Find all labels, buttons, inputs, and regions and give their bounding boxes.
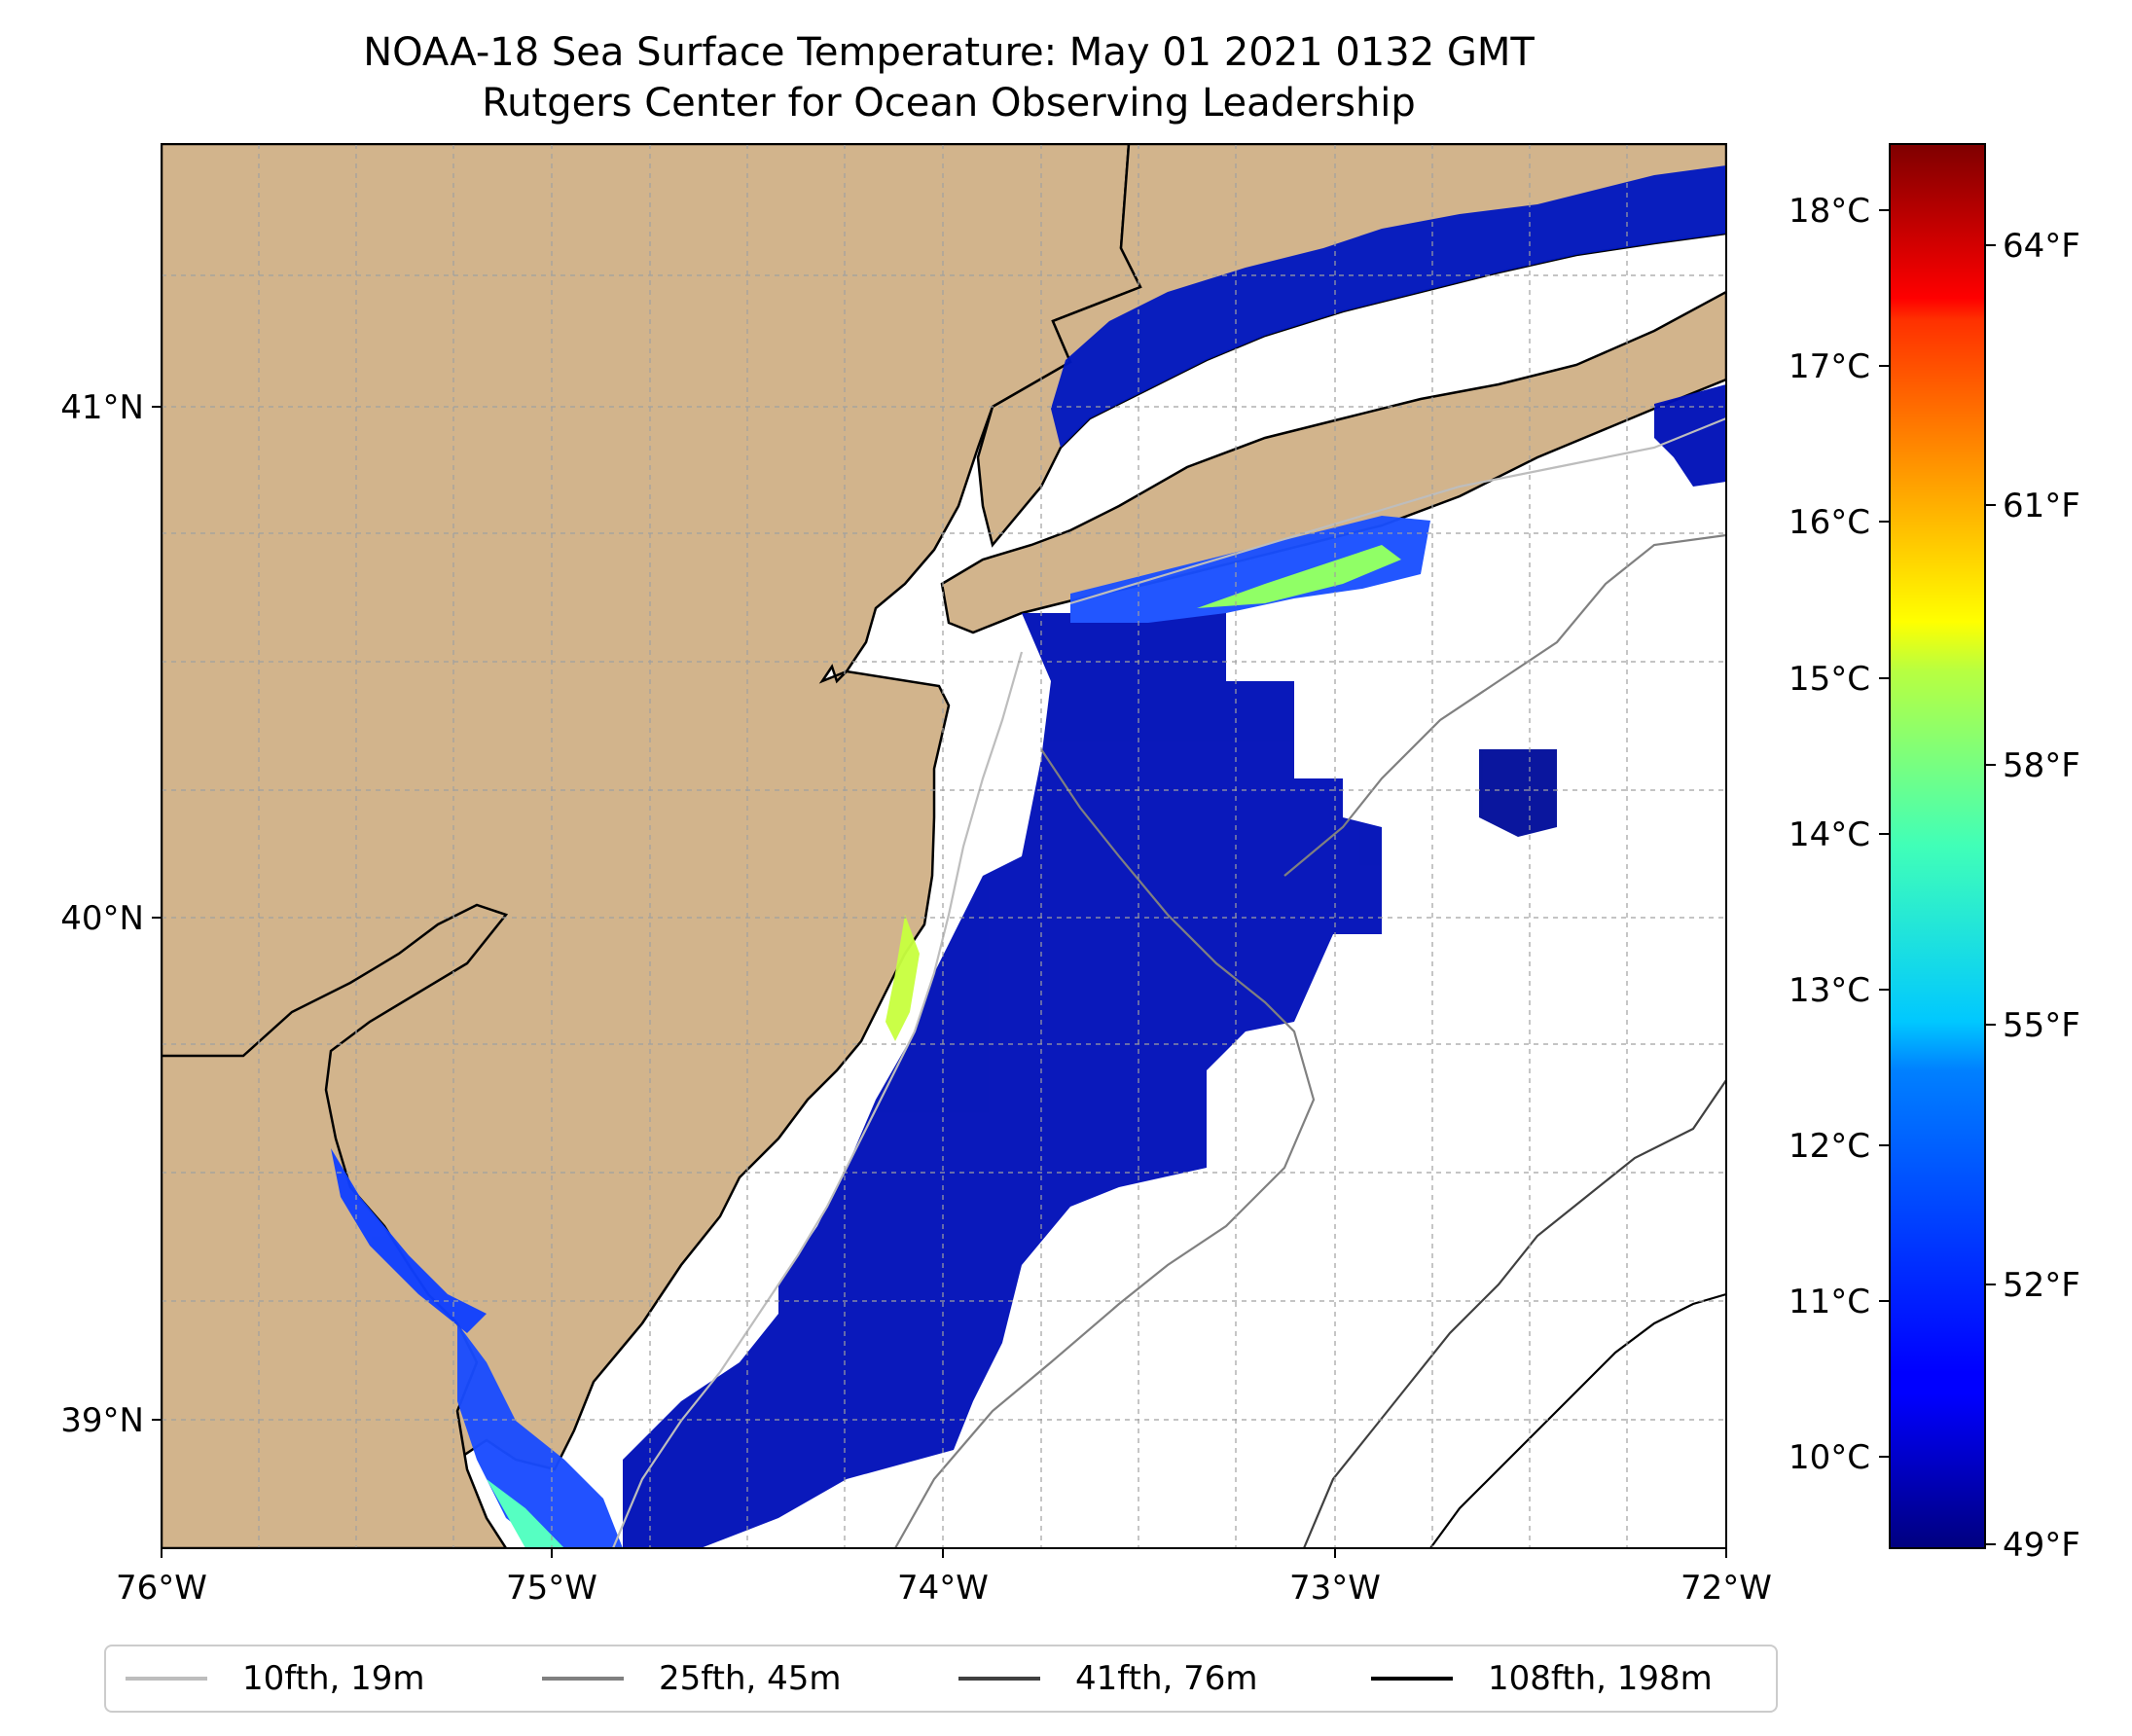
isobath-198m [1429,1292,1726,1548]
celsius-tick: 10°C [1789,1438,1870,1477]
fahrenheit-tick: 64°F [2003,227,2080,266]
fahrenheit-tick: 55°F [2003,1006,2080,1045]
celsius-tick: 15°C [1789,660,1870,699]
legend-entry-45m: 25fth, 45m [542,1646,842,1711]
legend-entry-76m: 41fth, 76m [958,1646,1258,1711]
sst-patch-north-shore [1051,165,1726,448]
map-title: NOAA-18 Sea Surface Temperature: May 01 … [363,30,1535,75]
legend-line-swatch [542,1677,624,1681]
colorbar [1889,143,1986,1549]
legend-label: 108fth, 198m [1488,1659,1713,1698]
celsius-tick: 11°C [1789,1283,1870,1321]
fahrenheit-tick: 52°F [2003,1266,2080,1305]
fahrenheit-axis: 64°F 61°F 58°F 55°F 52°F 49°F [1985,227,2080,1565]
lat-tick-label: 40°N [60,899,144,938]
isobath-45m [894,533,1726,1548]
fahrenheit-tick: 58°F [2003,746,2080,785]
legend-line-swatch [958,1677,1040,1681]
legend-label: 41fth, 76m [1075,1659,1258,1698]
sst-patch-east-li [1654,384,1726,487]
celsius-tick: 14°C [1789,815,1870,854]
legend-line-swatch [126,1677,207,1681]
land-delaware [162,903,509,1548]
map-body [162,144,1726,1548]
celsius-tick: 13°C [1789,971,1870,1010]
map-subtitle: Rutgers Center for Ocean Observing Leade… [482,81,1416,126]
legend-entry-19m: 10fth, 19m [126,1646,425,1711]
sst-patch-warm-shore [1197,545,1401,608]
lon-tick-label: 76°W [116,1569,207,1608]
lon-tick-label: 72°W [1680,1569,1772,1608]
celsius-tick: 18°C [1789,192,1870,231]
isobath-19m [611,416,1726,1548]
sst-patch-south-shore [1070,516,1430,623]
isobath-contours [611,416,1726,1548]
lat-tick-label: 39°N [60,1401,144,1440]
lon-tick-label: 73°W [1289,1569,1381,1608]
celsius-tick: 17°C [1789,347,1870,386]
map-gridlines [162,144,1726,1548]
lon-axis: 76°W 75°W 74°W 73°W 72°W [116,1548,1772,1608]
fahrenheit-tick: 61°F [2003,487,2080,525]
legend-entry-198m: 108fth, 198m [1371,1646,1713,1711]
sst-patch-nj-coast-warm [885,915,920,1041]
sst-patch-bay-coast [331,1148,487,1333]
lon-tick-label: 74°W [897,1569,989,1608]
celsius-axis: 18°C 17°C 16°C 15°C 14°C 13°C 12°C 11°C … [1789,192,1890,1477]
sst-patch-warm-delaware [487,1479,564,1548]
lat-tick-label: 41°N [60,388,144,427]
legend-line-swatch [1371,1677,1453,1681]
celsius-tick: 16°C [1789,503,1870,542]
sst-data-layer [331,165,1726,1548]
legend-label: 10fth, 19m [242,1659,425,1698]
lon-tick-label: 75°W [506,1569,597,1608]
sst-patch-mid-shelf [1479,749,1557,837]
celsius-tick: 12°C [1789,1127,1870,1166]
lat-axis: 41°N 40°N 39°N [60,388,162,1440]
isobath-legend: 10fth, 19m 25fth, 45m 41fth, 76m 108fth,… [104,1645,1778,1713]
fahrenheit-tick: 49°F [2003,1526,2080,1565]
sst-patch-offshore-nj [623,613,1382,1548]
isobath-76m [1302,1079,1726,1548]
legend-label: 25fth, 45m [659,1659,842,1698]
